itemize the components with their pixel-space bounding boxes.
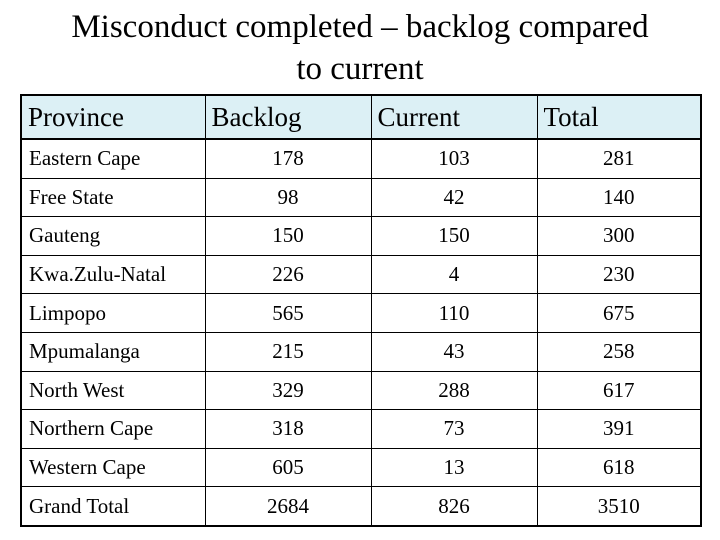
province-cell: Free State [20, 177, 206, 218]
table-row: Mpumalanga 215 43 258 [20, 331, 702, 372]
current-cell: 4 [370, 254, 538, 295]
table-header-row: Province Backlog Current Total [20, 94, 702, 140]
header-backlog: Backlog [204, 94, 372, 140]
province-cell: Grand Total [20, 486, 206, 527]
current-cell: 42 [370, 177, 538, 218]
table-row: Kwa.Zulu-Natal 226 4 230 [20, 254, 702, 295]
backlog-cell: 215 [204, 331, 372, 372]
backlog-cell: 150 [204, 216, 372, 256]
backlog-cell: 178 [204, 138, 372, 179]
province-cell: Kwa.Zulu-Natal [20, 254, 206, 295]
header-current: Current [370, 94, 538, 140]
total-cell: 617 [536, 370, 702, 411]
table-row: Gauteng 150 150 300 [20, 216, 702, 256]
header-total: Total [536, 94, 702, 140]
total-cell: 140 [536, 177, 702, 218]
backlog-cell: 565 [204, 293, 372, 333]
current-cell: 73 [370, 409, 538, 449]
page-title: Misconduct completed – backlog compared … [0, 6, 720, 90]
province-cell: Eastern Cape [20, 138, 206, 179]
total-cell: 230 [536, 254, 702, 295]
total-cell: 258 [536, 331, 702, 372]
current-cell: 288 [370, 370, 538, 411]
current-cell: 103 [370, 138, 538, 179]
total-cell: 391 [536, 409, 702, 449]
province-cell: Mpumalanga [20, 331, 206, 372]
table-row: Northern Cape 318 73 391 [20, 409, 702, 449]
table-row: Free State 98 42 140 [20, 177, 702, 218]
backlog-cell: 98 [204, 177, 372, 218]
province-cell: Western Cape [20, 447, 206, 488]
total-cell: 675 [536, 293, 702, 333]
total-cell: 3510 [536, 486, 702, 527]
province-cell: Northern Cape [20, 409, 206, 449]
province-cell: North West [20, 370, 206, 411]
current-cell: 43 [370, 331, 538, 372]
current-cell: 826 [370, 486, 538, 527]
backlog-cell: 605 [204, 447, 372, 488]
header-province: Province [20, 94, 206, 140]
current-cell: 150 [370, 216, 538, 256]
misconduct-table: Province Backlog Current Total Eastern C… [20, 94, 702, 527]
grand-total-row: Grand Total 2684 826 3510 [20, 486, 702, 527]
total-cell: 300 [536, 216, 702, 256]
table-row: Eastern Cape 178 103 281 [20, 138, 702, 179]
province-cell: Limpopo [20, 293, 206, 333]
title-line-2: to current [296, 51, 424, 87]
current-cell: 110 [370, 293, 538, 333]
total-cell: 618 [536, 447, 702, 488]
table-row: Limpopo 565 110 675 [20, 293, 702, 333]
current-cell: 13 [370, 447, 538, 488]
backlog-cell: 329 [204, 370, 372, 411]
table-row: North West 329 288 617 [20, 370, 702, 411]
backlog-cell: 226 [204, 254, 372, 295]
title-line-1: Misconduct completed – backlog compared [71, 9, 649, 45]
backlog-cell: 318 [204, 409, 372, 449]
backlog-cell: 2684 [204, 486, 372, 527]
table-row: Western Cape 605 13 618 [20, 447, 702, 488]
province-cell: Gauteng [20, 216, 206, 256]
total-cell: 281 [536, 138, 702, 179]
